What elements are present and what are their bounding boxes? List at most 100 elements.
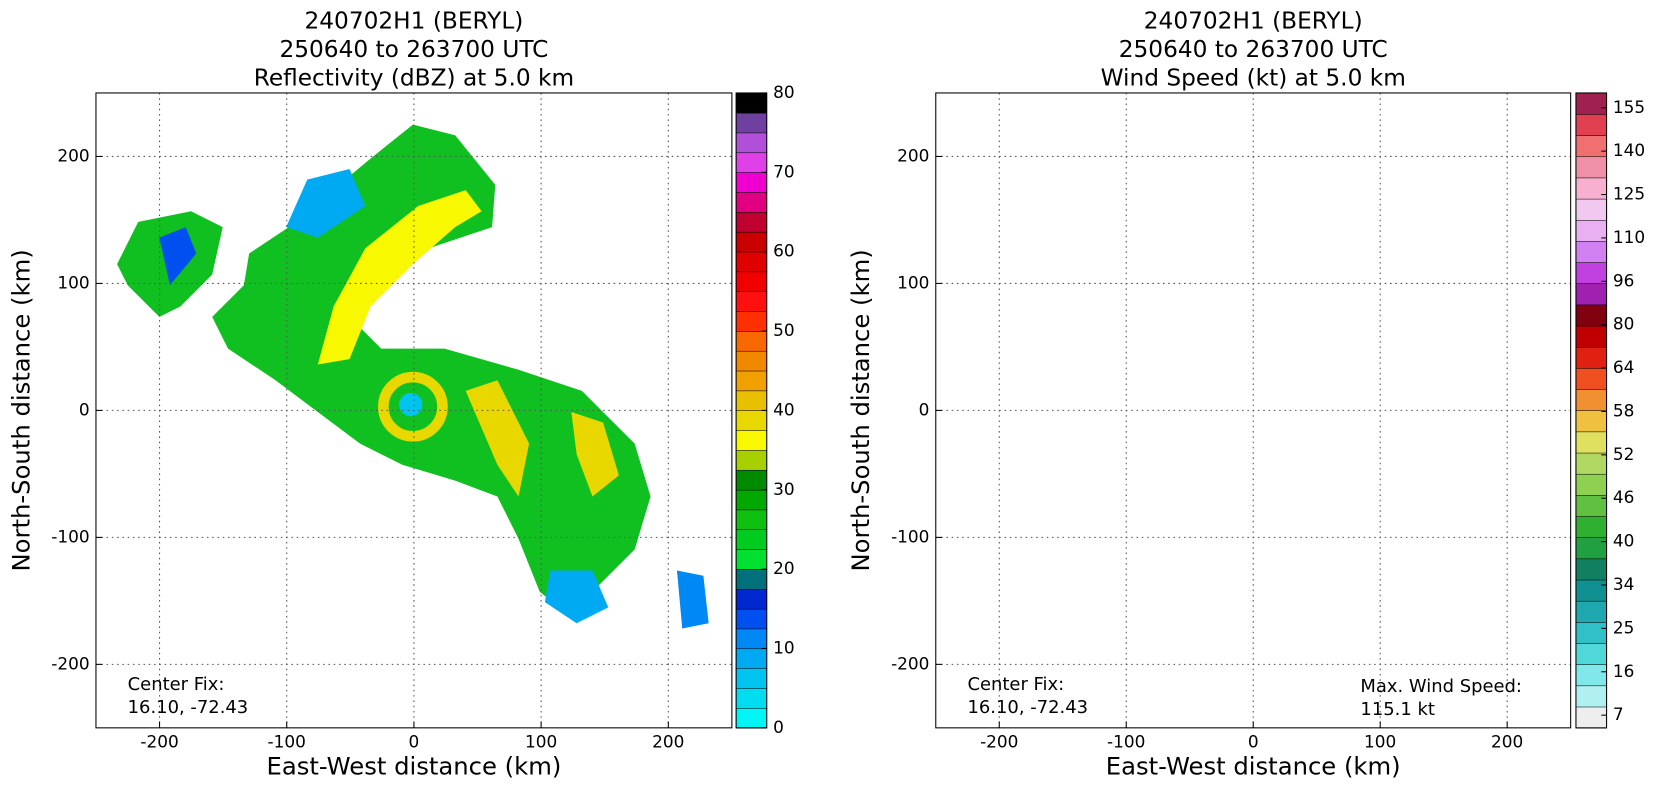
- chart-title: 250640 to 263700 UTC: [279, 36, 548, 63]
- chart-title: 240702H1 (BERYL): [1144, 8, 1363, 35]
- colorbar-tick-label: 7: [1613, 704, 1624, 724]
- wind-field: [989, 125, 1491, 624]
- y-tick-label: 0: [79, 399, 90, 419]
- y-tick-label: 0: [919, 399, 930, 419]
- colorbar-swatch: [735, 568, 768, 590]
- colorbar-swatch: [1575, 367, 1607, 390]
- colorbar-tick-label: 52: [1613, 444, 1635, 464]
- colorbar-swatch: [735, 350, 768, 372]
- x-tick-label: 0: [1248, 732, 1259, 752]
- colorbar-swatch: [1575, 431, 1607, 454]
- y-axis-label: North-South distance (km): [846, 249, 875, 571]
- x-axis-label: East-West distance (km): [266, 751, 561, 780]
- colorbar-tick-label: 140: [1613, 140, 1645, 160]
- max-wind: 115.1 kt: [1360, 699, 1434, 720]
- colorbar-tick-label: 80: [1613, 314, 1635, 334]
- colorbar-tick-label: 155: [1613, 97, 1645, 117]
- colorbar-swatch: [735, 509, 768, 531]
- colorbar-tick-label: 40: [1613, 531, 1635, 551]
- colorbar-swatch: [735, 648, 768, 669]
- colorbar-tick-label: 46: [1613, 487, 1635, 507]
- colorbar-swatch: [735, 429, 768, 451]
- colorbar-tick-label: 20: [773, 558, 795, 578]
- colorbar-swatch: [735, 588, 768, 610]
- colorbar-swatch: [1575, 664, 1607, 687]
- colorbar-swatch: [735, 291, 768, 312]
- colorbar-swatch: [735, 310, 768, 332]
- colorbar-tick-label: 34: [1613, 574, 1635, 594]
- y-tick-label: -200: [51, 653, 89, 673]
- colorbar-swatch: [1575, 642, 1607, 665]
- x-tick-label: 200: [1491, 732, 1523, 752]
- colorbar-swatch: [735, 707, 768, 729]
- colorbar-swatch: [735, 410, 768, 431]
- colorbar-tick-label: 96: [1613, 270, 1635, 290]
- colorbar-tick-label: 70: [773, 161, 795, 181]
- colorbar-tick-label: 30: [773, 479, 795, 499]
- colorbar-swatch: [1575, 600, 1607, 623]
- y-tick-label: 100: [57, 272, 89, 292]
- colorbar-tick-label: 110: [1613, 227, 1645, 247]
- max-wind: Max. Wind Speed:: [1360, 676, 1522, 697]
- x-tick-label: -200: [140, 732, 178, 752]
- colorbar-swatch: [735, 529, 768, 550]
- x-tick-label: 0: [409, 732, 420, 752]
- center-fix: 16.10, -72.43: [967, 697, 1088, 718]
- colorbar-swatch: [735, 92, 768, 114]
- colorbar-tick-label: 58: [1613, 400, 1635, 420]
- x-tick-label: 100: [1364, 732, 1396, 752]
- colorbar-swatch: [1575, 135, 1607, 158]
- colorbar-swatch: [1575, 156, 1607, 179]
- x-axis-label: East-West distance (km): [1106, 751, 1401, 780]
- colorbar-tick-label: 50: [773, 320, 795, 340]
- colorbar-swatch: [735, 449, 768, 471]
- colorbar-swatch: [1575, 113, 1607, 136]
- colorbar-swatch: [1575, 537, 1607, 560]
- y-tick-label: -100: [891, 526, 929, 546]
- colorbar-swatch: [735, 172, 768, 193]
- colorbar-swatch: [1575, 177, 1607, 200]
- y-tick-label: 200: [897, 145, 929, 165]
- colorbar-tick-label: 40: [773, 399, 795, 419]
- colorbar-swatch: [735, 191, 768, 213]
- colorbar-swatch: [1575, 473, 1607, 496]
- x-tick-label: -200: [980, 732, 1018, 752]
- colorbar-swatch: [735, 132, 768, 154]
- colorbar-swatch: [1575, 515, 1607, 538]
- y-tick-label: 200: [57, 145, 89, 165]
- colorbar-swatch: [735, 628, 768, 650]
- colorbar-swatch: [1575, 621, 1607, 644]
- colorbar-swatch: [735, 271, 768, 292]
- center-fix: 16.10, -72.43: [128, 697, 249, 718]
- center-fix: Center Fix:: [967, 674, 1064, 695]
- colorbar-swatch: [735, 251, 768, 273]
- x-tick-label: 200: [652, 732, 684, 752]
- colorbar-swatch: [1575, 283, 1607, 306]
- colorbar-swatch: [1575, 558, 1607, 581]
- chart-title: 250640 to 263700 UTC: [1119, 36, 1388, 63]
- colorbar-swatch: [735, 330, 768, 352]
- chart-title: Wind Speed (kt) at 5.0 km: [1101, 65, 1406, 92]
- colorbar-tick-label: 25: [1613, 617, 1635, 637]
- colorbar-swatch: [1575, 452, 1607, 475]
- colorbar-swatch: [1575, 240, 1607, 263]
- colorbar-swatch: [1575, 410, 1607, 433]
- reflectivity-field: [117, 124, 709, 629]
- colorbar-swatch: [735, 390, 768, 411]
- colorbar-tick-label: 0: [773, 717, 784, 737]
- colorbar-swatch: [1575, 198, 1607, 221]
- y-axis-label: North-South distance (km): [6, 249, 35, 571]
- center-fix: Center Fix:: [128, 674, 225, 695]
- plot-frame: [935, 92, 1572, 729]
- colorbar-tick-label: 125: [1613, 184, 1645, 204]
- colorbar-tick-label: 16: [1613, 661, 1635, 681]
- colorbar-swatch: [735, 370, 768, 392]
- colorbar-swatch: [1575, 325, 1607, 348]
- x-tick-label: -100: [1107, 732, 1145, 752]
- y-tick-label: -100: [51, 526, 89, 546]
- colorbar-swatch: [1575, 388, 1607, 411]
- colorbar-tick-label: 60: [773, 241, 795, 261]
- colorbar-swatch: [735, 608, 768, 630]
- colorbar-swatch: [1575, 685, 1607, 708]
- colorbar-swatch: [735, 687, 768, 709]
